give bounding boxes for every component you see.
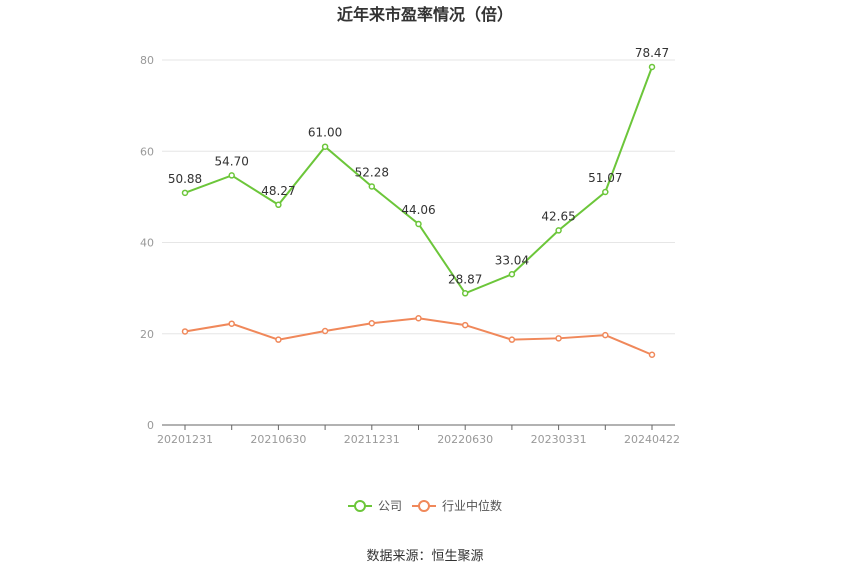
series-line (184, 317, 653, 356)
legend-item-industry-median[interactable]: 行业中位数 (412, 498, 502, 513)
data-label: 33.04 (495, 253, 529, 267)
data-label: 50.88 (168, 172, 202, 186)
legend-item-company[interactable]: 公司 (348, 499, 402, 513)
data-label: 42.65 (541, 209, 575, 223)
data-point[interactable] (415, 220, 422, 228)
data-label: 44.06 (401, 203, 435, 217)
data-point[interactable] (555, 335, 562, 342)
series-industry-median (181, 314, 656, 358)
y-tick-label: 0 (147, 419, 154, 432)
data-point[interactable] (228, 172, 235, 179)
data-point[interactable] (508, 336, 516, 343)
data-point[interactable] (275, 336, 282, 343)
data-point[interactable] (228, 320, 235, 327)
data-point[interactable] (368, 320, 376, 327)
chart-title: 近年来市盈率情况（倍） (337, 5, 513, 24)
data-point[interactable] (555, 227, 562, 234)
data-label: 78.47 (635, 46, 669, 60)
data-label: 28.87 (448, 272, 482, 286)
legend-label: 行业中位数 (442, 498, 502, 513)
data-point[interactable] (368, 183, 376, 190)
data-label: 51.07 (588, 171, 622, 185)
legend[interactable]: 公司 行业中位数 (348, 498, 502, 513)
data-point[interactable] (415, 314, 422, 322)
series-company: 50.88 54.70 48.27 61.00 52.28 44.06 28.87 33.04… (168, 46, 669, 297)
data-label: 61.00 (308, 126, 342, 140)
data-point[interactable] (602, 188, 609, 196)
x-tick-label: 20220630 (437, 433, 493, 446)
data-point[interactable] (181, 328, 189, 335)
data-point[interactable] (461, 290, 469, 297)
y-tick-label: 60 (140, 145, 154, 158)
x-tick-label: 20210630 (250, 433, 306, 446)
legend-marker (354, 500, 366, 512)
series-line (184, 66, 653, 295)
legend-marker (418, 500, 430, 512)
data-point[interactable] (275, 201, 282, 209)
data-point[interactable] (648, 63, 656, 71)
data-point[interactable] (321, 327, 329, 335)
source-note: 数据来源：恒生聚源 (366, 549, 483, 564)
y-tick-label: 80 (140, 54, 154, 67)
y-tick-label: 20 (140, 328, 154, 341)
data-point[interactable] (181, 189, 189, 197)
data-label: 48.27 (261, 184, 295, 198)
data-point[interactable] (602, 331, 609, 339)
x-tick-label: 20240422 (624, 433, 680, 446)
x-axis: 20201231 20210630 20211231 20220630 20230331… (157, 424, 680, 446)
x-tick-label: 20201231 (157, 433, 213, 446)
data-point[interactable] (648, 351, 656, 358)
grid (162, 59, 675, 335)
data-label: 54.70 (215, 154, 249, 168)
data-point[interactable] (321, 143, 329, 150)
y-tick-label: 40 (140, 237, 154, 250)
y-axis: 0 20 40 60 80 (140, 54, 154, 432)
x-tick-label: 20230331 (531, 433, 587, 446)
data-label: 52.28 (355, 165, 389, 179)
data-point[interactable] (508, 271, 516, 278)
data-point[interactable] (461, 321, 469, 329)
x-tick-label: 20211231 (344, 433, 400, 446)
series-layer: 50.88 54.70 48.27 61.00 52.28 44.06 28.87 33.04… (168, 46, 669, 358)
legend-label: 公司 (378, 499, 402, 513)
